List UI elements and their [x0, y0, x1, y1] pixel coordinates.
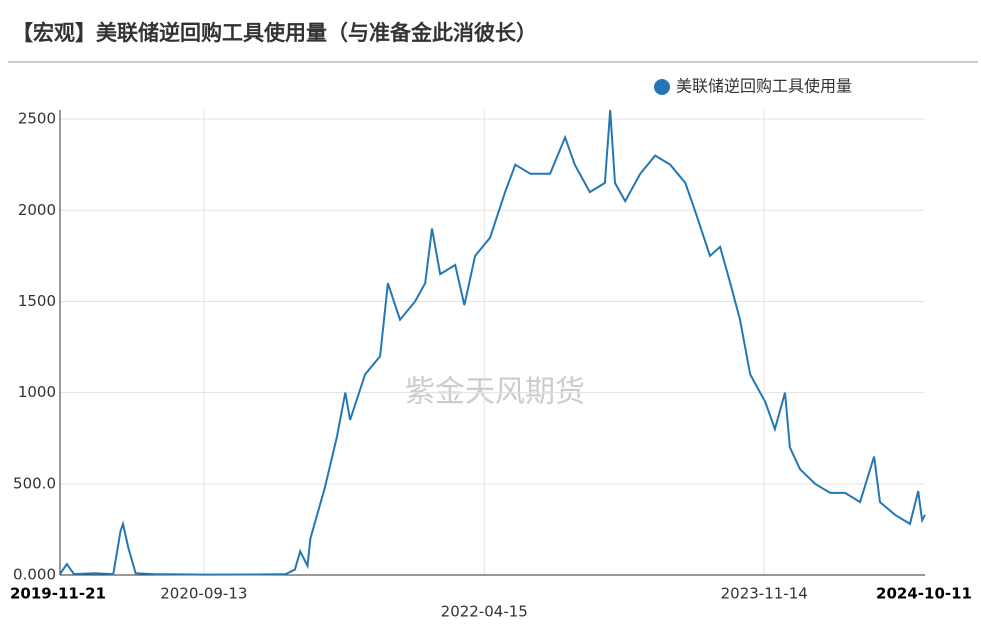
chart-title: 【宏观】美联储逆回购工具使用量（与准备金此消彼长）: [12, 21, 537, 45]
data-line: [59, 109, 926, 576]
x-tick-label: 2019-11-21: [10, 585, 106, 603]
legend-marker: [654, 79, 670, 95]
y-tick-label: 0.000: [13, 566, 56, 584]
y-tick-label: 1000: [18, 383, 56, 401]
x-tick-label: 2020-09-13: [160, 585, 247, 603]
y-tick-label: 500.0: [13, 474, 56, 492]
x-tick-label: 2022-04-15: [441, 603, 528, 621]
y-tick-label: 2000: [18, 201, 56, 219]
x-tick-label: 2024-10-11: [876, 585, 972, 603]
x-tick-label: 2023-11-14: [721, 585, 808, 603]
y-tick-label: 2500: [18, 110, 56, 128]
watermark: 紫金天风期货: [405, 375, 585, 410]
legend-label: 美联储逆回购工具使用量: [676, 77, 852, 96]
y-tick-label: 1500: [18, 292, 56, 310]
